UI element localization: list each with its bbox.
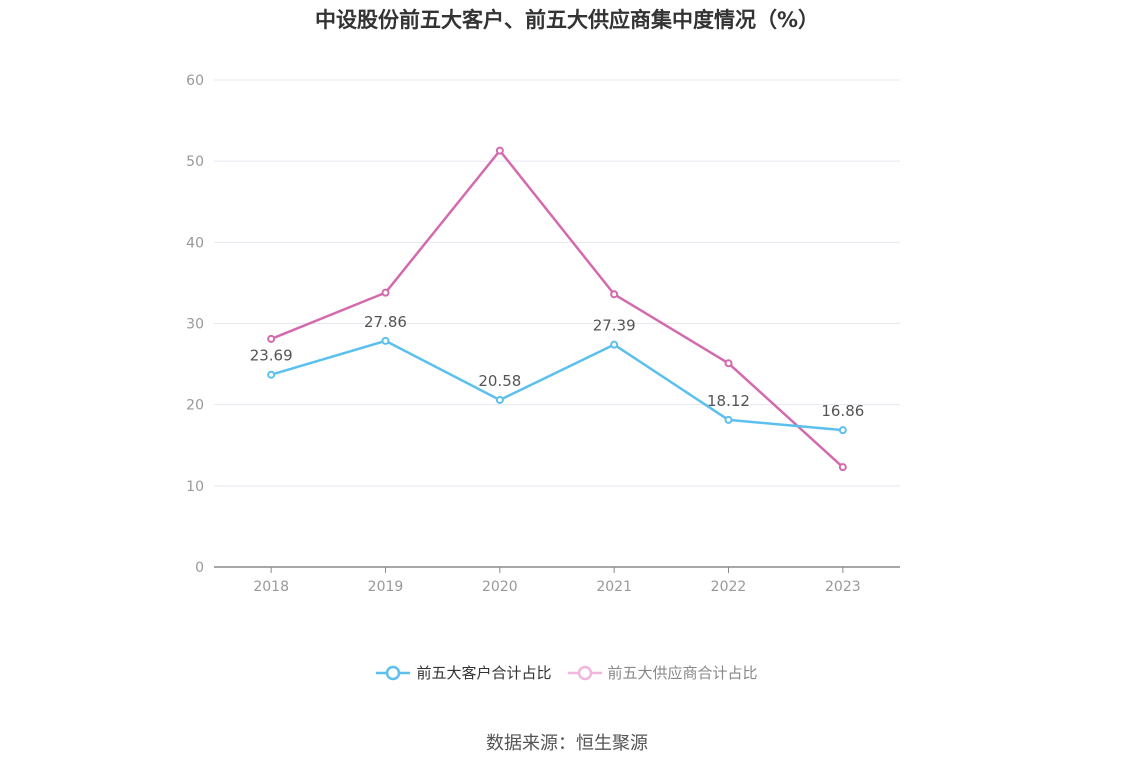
legend-item-customers[interactable]: 前五大客户合计占比 [376, 662, 552, 683]
data-label: 27.39 [593, 317, 636, 335]
y-axis-tick-labels: 0 10 20 30 40 50 60 [186, 73, 204, 576]
legend: 前五大客户合计占比 前五大供应商合计占比 [0, 662, 1134, 683]
data-labels: 23.69 27.86 20.58 27.39 18.12 16.86 [250, 313, 865, 420]
legend-marker-icon [376, 665, 411, 680]
x-tick-label: 2019 [368, 579, 404, 595]
data-label: 23.69 [250, 347, 293, 365]
y-tick-label: 30 [186, 317, 204, 333]
x-tick-label: 2018 [253, 579, 289, 595]
data-point[interactable] [381, 288, 390, 297]
legend-item-suppliers[interactable]: 前五大供应商合计占比 [567, 662, 758, 683]
grid-lines [214, 79, 900, 487]
legend-marker-icon [567, 665, 602, 680]
x-axis: 2018 2019 2020 2021 2022 2023 [214, 566, 900, 595]
x-tick-label: 2023 [825, 579, 861, 595]
series-line-0 [270, 339, 843, 432]
y-tick-label: 0 [195, 560, 204, 576]
data-point[interactable] [495, 395, 504, 404]
x-tick-label: 2022 [711, 579, 747, 595]
y-tick-label: 20 [186, 398, 204, 414]
y-tick-label: 60 [186, 73, 204, 89]
data-point[interactable] [610, 290, 619, 299]
x-tick-label: 2021 [596, 579, 632, 595]
data-point[interactable] [495, 146, 504, 155]
x-tick-label: 2020 [482, 579, 518, 595]
data-point[interactable] [267, 370, 276, 379]
data-label: 18.12 [707, 392, 750, 410]
series-line-1 [270, 149, 844, 469]
legend-label-suppliers: 前五大供应商合计占比 [607, 664, 758, 682]
y-tick-label: 10 [186, 479, 204, 495]
line-chart: 0 10 20 30 40 50 60 2018 2019 2020 2021 2022 2023 2… [186, 73, 900, 595]
data-point[interactable] [724, 415, 733, 424]
data-source: 数据来源：恒生聚源 [486, 733, 648, 754]
data-point[interactable] [838, 463, 847, 472]
data-point[interactable] [838, 426, 847, 435]
y-tick-label: 40 [186, 235, 204, 251]
chart-title: 中设股份前五大客户、前五大供应商集中度情况（%） [314, 8, 820, 32]
legend-label-customers: 前五大客户合计占比 [416, 664, 552, 682]
data-label: 16.86 [821, 402, 864, 420]
data-label: 20.58 [478, 372, 521, 390]
data-point[interactable] [724, 359, 733, 368]
y-tick-label: 50 [186, 154, 204, 170]
data-point[interactable] [267, 334, 276, 343]
data-label: 27.86 [364, 313, 407, 331]
series-lines [267, 146, 847, 472]
data-point[interactable] [610, 340, 619, 349]
data-point[interactable] [381, 336, 390, 345]
